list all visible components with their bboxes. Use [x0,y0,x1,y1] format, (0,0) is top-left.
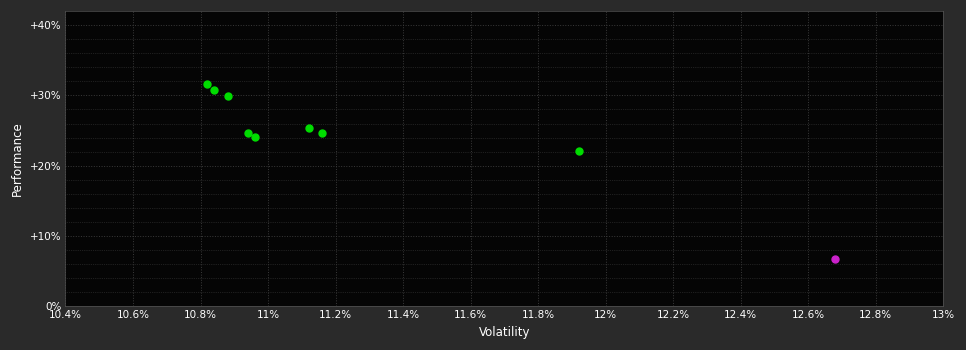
Point [207,88,222,93]
Point [828,256,843,262]
Y-axis label: Performance: Performance [12,121,24,196]
Point [220,93,236,99]
Point [241,130,256,135]
Point [200,81,215,87]
Point [300,126,316,131]
Point [571,148,586,154]
Point [314,130,329,135]
X-axis label: Volatility: Volatility [478,326,530,339]
Point [246,134,262,140]
